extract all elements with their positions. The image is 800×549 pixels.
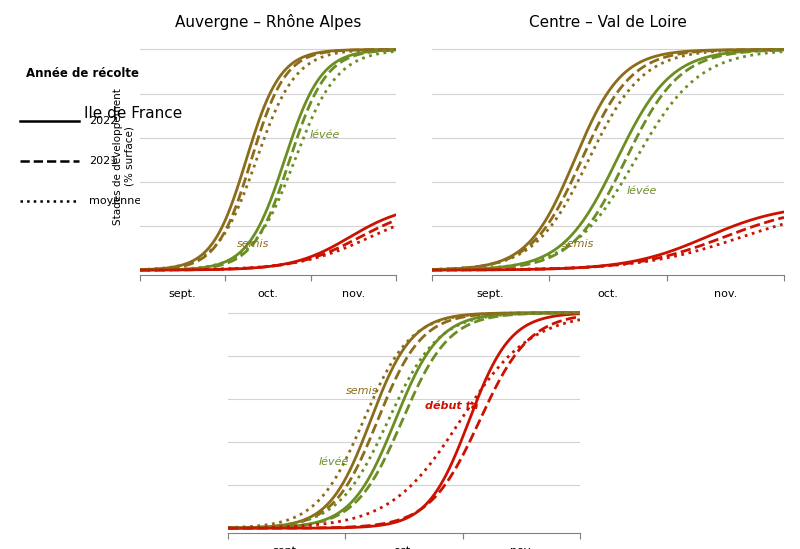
Text: semis: semis	[237, 239, 269, 249]
Text: 2022: 2022	[90, 116, 118, 126]
Title: Auvergne – Rhône Alpes: Auvergne – Rhône Alpes	[175, 14, 361, 30]
Text: sept.: sept.	[169, 289, 197, 299]
Text: lévée: lévée	[626, 186, 657, 196]
Text: Année de récolte: Année de récolte	[26, 67, 138, 80]
Text: oct.: oct.	[394, 546, 414, 549]
Text: semis: semis	[346, 386, 378, 396]
Text: oct.: oct.	[598, 289, 618, 299]
Text: début ta: début ta	[425, 401, 478, 411]
Text: nov.: nov.	[510, 546, 533, 549]
Text: nov.: nov.	[342, 289, 365, 299]
Text: lévée: lévée	[318, 457, 349, 467]
Title: Centre – Val de Loire: Centre – Val de Loire	[529, 15, 687, 30]
Text: sept.: sept.	[477, 289, 505, 299]
Text: lévée: lévée	[309, 130, 339, 139]
Y-axis label: Stades de développement
(% surface): Stades de développement (% surface)	[112, 88, 134, 225]
Text: moyenne 5 ans: moyenne 5 ans	[90, 197, 175, 206]
Text: nov.: nov.	[714, 289, 737, 299]
Text: semis: semis	[562, 239, 594, 249]
Text: sept.: sept.	[273, 546, 301, 549]
Text: Ile de France: Ile de France	[84, 106, 182, 121]
Text: 2021: 2021	[90, 156, 118, 166]
Text: oct.: oct.	[258, 289, 278, 299]
